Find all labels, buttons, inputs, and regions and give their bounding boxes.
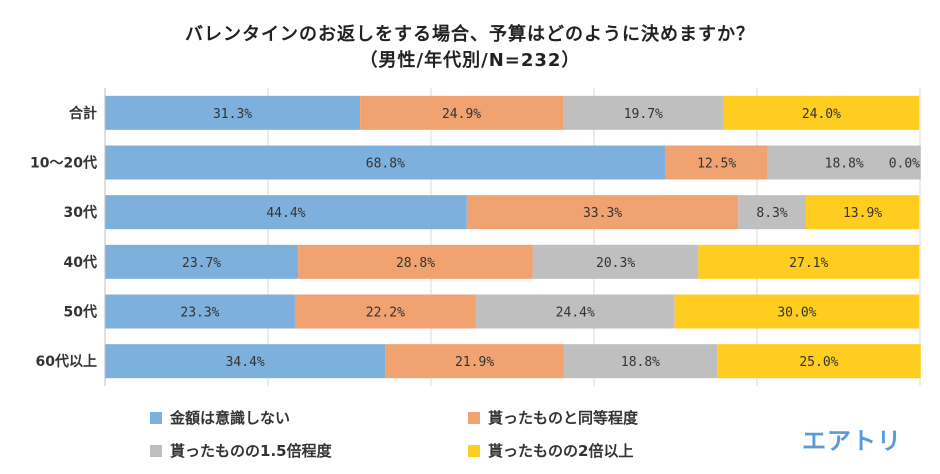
legend-label: 貰ったものの1.5倍程度 <box>170 442 332 460</box>
data-label: 30.0% <box>777 306 816 321</box>
legend-item-2x: 貰ったものの2倍以上 <box>468 440 633 461</box>
data-label: 20.3% <box>596 256 635 271</box>
data-label: 13.9% <box>843 206 882 221</box>
legend-item-1-5x: 貰ったものの1.5倍程度 <box>150 440 332 461</box>
data-label: 19.7% <box>624 107 663 122</box>
category-label: 40代 <box>64 254 97 271</box>
bar-segment <box>105 294 295 329</box>
legend-item-equal: 貰ったものと同等程度 <box>468 407 638 428</box>
data-label: 8.3% <box>756 206 787 221</box>
bar-segment <box>532 244 699 279</box>
data-label: 24.4% <box>556 306 595 321</box>
brand-logo: エアトリ <box>802 427 902 455</box>
bar-segment <box>738 195 806 230</box>
data-label: 27.1% <box>789 256 828 271</box>
data-label: 33.3% <box>583 206 622 221</box>
bar-segment <box>298 244 533 279</box>
legend-label: 貰ったものの2倍以上 <box>488 442 634 460</box>
data-label: 22.2% <box>366 306 405 321</box>
bar-segment <box>767 145 921 180</box>
legend-swatch <box>150 411 162 424</box>
data-label: 18.8% <box>621 355 660 370</box>
bar-segment <box>563 344 718 379</box>
bar-segment <box>105 195 467 230</box>
data-label: 24.9% <box>442 107 481 122</box>
data-label: 23.7% <box>182 256 221 271</box>
bar-segment <box>563 95 724 130</box>
bar-segment <box>665 145 768 180</box>
legend-swatch <box>150 444 162 457</box>
legend-swatch <box>468 411 480 424</box>
data-label: 23.3% <box>180 306 219 321</box>
data-label: 21.9% <box>455 355 494 370</box>
legend-label: 貰ったものと同等程度 <box>488 409 639 427</box>
bar-segment <box>466 195 739 230</box>
bar-segment <box>475 294 675 329</box>
bar-segment <box>105 145 666 180</box>
data-label: 24.0% <box>802 107 841 122</box>
bar-segment <box>360 95 564 130</box>
category-label: 60代以上 <box>36 353 97 370</box>
bar-segment <box>105 344 386 379</box>
bar-segment <box>105 244 299 279</box>
data-label: 34.4% <box>226 355 265 370</box>
category-label: 30代 <box>64 204 97 221</box>
data-label: 28.8% <box>396 256 435 271</box>
data-label: 25.0% <box>799 355 838 370</box>
bar-segment <box>294 294 476 329</box>
data-label: 31.3% <box>213 107 252 122</box>
bar-segment <box>385 344 564 379</box>
data-label: 0.0% <box>889 157 920 172</box>
legend-label: 金額は意識しない <box>170 409 291 427</box>
data-label: 12.5% <box>697 157 736 172</box>
legend-item-not-conscious: 金額は意識しない <box>150 407 290 428</box>
data-label: 68.8% <box>366 157 405 172</box>
data-label: 44.4% <box>266 206 305 221</box>
category-label: 10～20代 <box>30 155 97 172</box>
chart-subtitle: （男性/年代別/N=232） <box>359 50 581 71</box>
bar-segment <box>105 95 361 130</box>
bar-segment <box>805 195 920 230</box>
category-label: 合計 <box>69 105 97 122</box>
data-label: 18.8% <box>825 157 864 172</box>
legend-swatch <box>468 444 480 457</box>
chart-title: バレンタインのお返しをする場合、予算はどのように決めますか？ <box>185 24 755 45</box>
bar-segment <box>674 294 920 329</box>
bar-segment <box>723 95 920 130</box>
bar-segment <box>717 344 921 379</box>
bar-segment <box>698 244 920 279</box>
category-label: 50代 <box>64 304 97 321</box>
